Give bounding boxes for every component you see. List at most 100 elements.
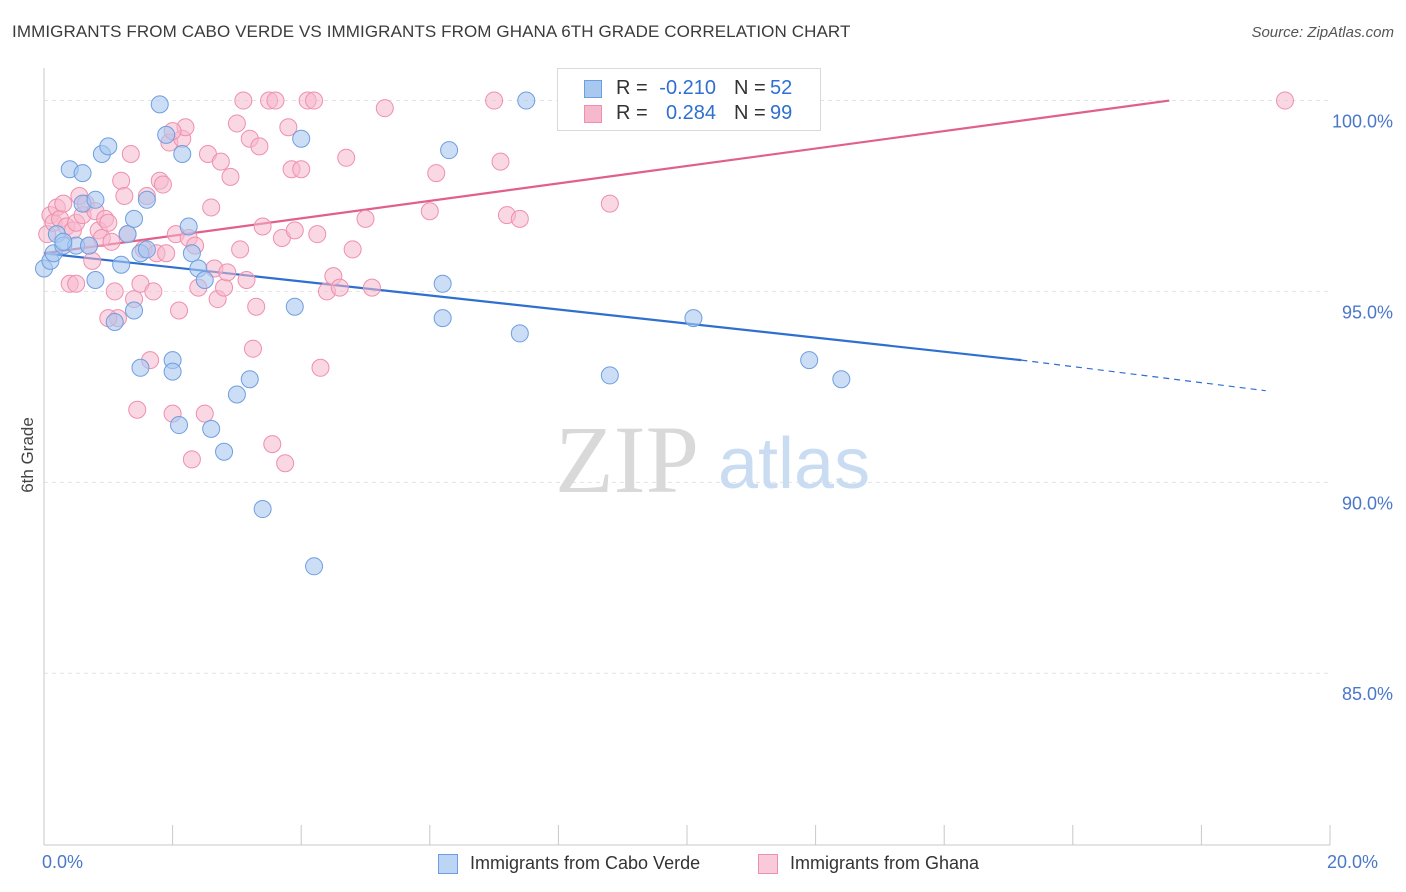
data-point-ghana (202, 198, 221, 217)
trend-line-cabo-extension (1021, 359, 1266, 392)
data-point-cabo-verde (182, 244, 201, 263)
data-point-ghana (170, 301, 189, 320)
data-point-ghana (67, 274, 86, 293)
data-point-cabo-verde (600, 366, 619, 385)
data-point-cabo-verde (118, 225, 137, 244)
data-point-ghana (305, 91, 324, 110)
watermark-zip: ZIP (555, 406, 699, 513)
data-point-ghana (279, 118, 298, 137)
data-point-ghana (510, 209, 529, 228)
data-point-cabo-verde (433, 274, 452, 293)
data-point-ghana (99, 213, 118, 232)
data-point-ghana (182, 450, 201, 469)
data-point-ghana (485, 91, 504, 110)
chart-source: Source: ZipAtlas.com (1251, 24, 1394, 41)
legend-r-value: -0.210 (659, 77, 716, 99)
data-point-ghana (195, 404, 214, 423)
watermark-atlas: atlas (718, 424, 870, 504)
data-point-cabo-verde (80, 236, 99, 255)
legend-swatch-ghana (584, 105, 602, 123)
data-point-cabo-verde (440, 141, 459, 160)
x-tick-min: 0.0% (42, 852, 84, 872)
data-point-cabo-verde (163, 362, 182, 381)
data-point-ghana (427, 164, 446, 183)
data-point-ghana (54, 194, 73, 213)
data-point-cabo-verde (202, 419, 221, 438)
data-point-ghana (266, 91, 285, 110)
data-point-ghana (375, 99, 394, 118)
data-point-ghana (337, 148, 356, 167)
data-point-cabo-verde (125, 301, 144, 320)
data-point-ghana (253, 217, 272, 236)
data-point-ghana (115, 186, 134, 205)
data-point-cabo-verde (227, 385, 246, 404)
data-point-ghana (311, 358, 330, 377)
data-point-ghana (292, 160, 311, 179)
legend-n-label: N = (734, 102, 766, 124)
legend-n-label: N = (734, 77, 766, 99)
watermark: ZIP atlas (555, 406, 870, 513)
data-point-cabo-verde (832, 370, 851, 389)
data-point-cabo-verde (86, 190, 105, 209)
data-point-cabo-verde (86, 270, 105, 289)
data-point-ghana (600, 194, 619, 213)
data-point-ghana (276, 454, 295, 473)
stats-legend: R = -0.210 N = 52 R = 0.284 N = 99 (557, 68, 821, 131)
legend-n-value: 52 (770, 77, 793, 99)
series-ghana (38, 91, 1294, 473)
data-point-cabo-verde (517, 91, 536, 110)
data-point-cabo-verde (150, 95, 169, 114)
data-point-ghana (285, 221, 304, 240)
data-point-ghana (263, 435, 282, 454)
y-tick-label: 85.0% (1342, 684, 1393, 704)
data-point-ghana (221, 167, 240, 186)
data-point-ghana (112, 171, 131, 190)
data-point-ghana (362, 278, 381, 297)
axes (43, 68, 1331, 846)
data-point-cabo-verde (125, 209, 144, 228)
data-point-ghana (1275, 91, 1294, 110)
data-point-cabo-verde (137, 240, 156, 259)
data-point-ghana (153, 175, 172, 194)
data-point-ghana (128, 400, 147, 419)
data-point-cabo-verde (170, 416, 189, 435)
data-point-cabo-verde (433, 309, 452, 328)
legend-n-value: 99 (770, 102, 793, 124)
data-point-cabo-verde (253, 500, 272, 519)
data-point-ghana (234, 91, 253, 110)
data-point-ghana (121, 144, 140, 163)
data-point-ghana (211, 152, 230, 171)
data-point-cabo-verde (292, 129, 311, 148)
data-point-ghana (83, 251, 102, 270)
y-tick-label: 100.0% (1332, 112, 1393, 132)
data-point-ghana (215, 278, 234, 297)
data-point-cabo-verde (157, 125, 176, 144)
data-point-ghana (227, 114, 246, 133)
trend-lines (43, 99, 1266, 392)
data-point-ghana (144, 282, 163, 301)
series-cabo-verde (35, 91, 851, 576)
data-point-ghana (491, 152, 510, 171)
legend-row-cabo: R = -0.210 N = 52 (558, 77, 820, 103)
data-point-cabo-verde (215, 442, 234, 461)
trend-line-ghana (43, 99, 1170, 255)
data-point-ghana (105, 282, 124, 301)
legend-r-label: R = (616, 102, 648, 124)
data-point-cabo-verde (195, 270, 214, 289)
chart-title: IMMIGRANTS FROM CABO VERDE VS IMMIGRANTS… (12, 22, 851, 41)
x-tick-max: 20.0% (1327, 852, 1379, 872)
data-point-cabo-verde (99, 137, 118, 156)
data-point-cabo-verde (137, 190, 156, 209)
data-point-ghana (356, 209, 375, 228)
data-point-cabo-verde (684, 309, 703, 328)
y-tick-label: 95.0% (1342, 302, 1393, 322)
data-point-ghana (308, 225, 327, 244)
data-point-ghana (247, 297, 266, 316)
data-point-cabo-verde (173, 144, 192, 163)
data-point-cabo-verde (179, 217, 198, 236)
data-point-ghana (218, 263, 237, 282)
data-point-ghana (343, 240, 362, 259)
legend-swatch-cabo (584, 80, 602, 98)
data-point-ghana (250, 137, 269, 156)
